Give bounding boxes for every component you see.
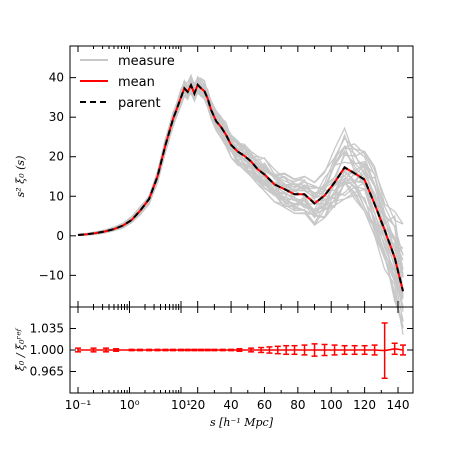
y-tick-label: 1.000 [30, 343, 64, 357]
measure-line [77, 80, 404, 298]
bottom-y-axis-label: ξ̃₀ / ξ₀ʳᵉᶠ [14, 327, 27, 371]
x-axis-label: s [h⁻¹ Mpc] [210, 416, 274, 429]
measure-line [77, 87, 404, 335]
top-x-ticks [77, 46, 399, 307]
measure-line [77, 88, 404, 312]
legend-label-measure: measure [118, 54, 175, 69]
y-tick-label: 20 [49, 150, 64, 164]
parent-line [77, 82, 404, 292]
x-tick-label: 20 [190, 398, 205, 412]
y-tick-label: 10 [49, 189, 64, 203]
bottom-x-ticks: 10⁻¹ 10⁰ 10¹ 20 40 60 80 100 120 140 [65, 307, 410, 412]
x-tick-label: 80 [290, 398, 305, 412]
legend-label-parent: parent [118, 96, 161, 111]
x-tick-label: 140 [387, 398, 410, 412]
top-panel: −10 0 10 20 30 40 s² ξ₀ (s) measure mean pare… [14, 45, 414, 335]
measure-lines [77, 73, 404, 335]
bottom-y-ticks: 1.035 1.000 0.965 [30, 322, 413, 379]
x-tick-label: 120 [353, 398, 376, 412]
y-tick-label: −10 [39, 268, 64, 282]
y-tick-label: 1.035 [30, 322, 64, 336]
x-tick-label: 10⁻¹ [65, 398, 92, 412]
x-tick-label: 10⁰ [119, 398, 139, 412]
measure-line [77, 91, 404, 328]
top-y-axis-label: s² ξ₀ (s) [14, 156, 27, 198]
x-tick-label: 10¹ [171, 398, 191, 412]
legend: measure mean parent [80, 54, 175, 111]
y-tick-label: 40 [49, 71, 64, 85]
measure-line [77, 83, 404, 297]
x-tick-label: 60 [257, 398, 272, 412]
measure-line [77, 84, 404, 327]
y-tick-label: 0.965 [30, 365, 64, 379]
measure-line [77, 73, 404, 236]
x-tick-label: 40 [223, 398, 238, 412]
measure-line [77, 86, 404, 329]
legend-label-mean: mean [118, 75, 155, 90]
x-tick-label: 100 [320, 398, 343, 412]
measure-line [77, 91, 404, 322]
ratio-series [75, 322, 407, 380]
y-tick-label: 0 [56, 229, 64, 243]
measure-line [77, 83, 404, 321]
bottom-panel: 1.035 1.000 0.965 10⁻¹ 10⁰ 10¹ 20 40 60 80 100 120… [14, 306, 414, 429]
measure-line [77, 79, 404, 297]
series-lines [77, 82, 404, 292]
top-y-ticks: −10 0 10 20 30 40 [39, 71, 413, 282]
y-tick-label: 30 [49, 110, 64, 124]
